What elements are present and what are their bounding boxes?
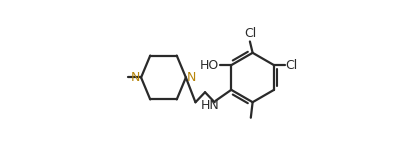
Text: Cl: Cl [286, 59, 298, 72]
Text: N: N [131, 71, 140, 84]
Text: HO: HO [200, 59, 219, 72]
Text: Cl: Cl [244, 27, 256, 40]
Text: HN: HN [201, 99, 220, 112]
Text: N: N [187, 71, 197, 84]
